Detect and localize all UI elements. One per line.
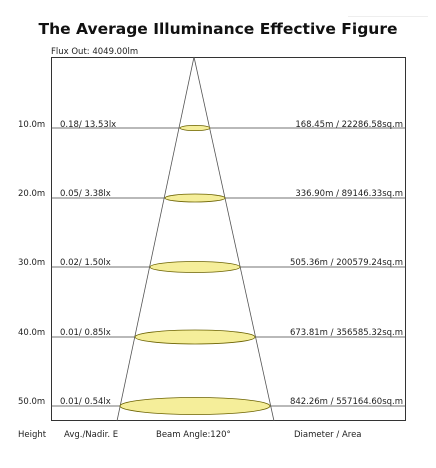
row-illuminance-20m: 0.05/ 3.38lx (60, 189, 111, 199)
row-illuminance-30m: 0.02/ 1.50lx (60, 258, 111, 268)
spot-50m (119, 397, 271, 415)
plot-frame (51, 57, 406, 421)
spot-20m (164, 193, 226, 203)
row-height-20m: 20.0m (18, 189, 46, 199)
flux-out-label: Flux Out: 4049.00lm (51, 47, 139, 57)
row-illuminance-40m: 0.01/ 0.85lx (60, 328, 111, 338)
row-illuminance-50m: 0.01/ 0.54lx (60, 397, 111, 407)
row-height-30m: 30.0m (18, 258, 46, 268)
footer-beam-angle: Beam Angle:120° (156, 430, 231, 440)
footer-height-label: Height (18, 430, 47, 440)
row-height-10m: 10.0m (18, 120, 46, 130)
row-height-50m: 50.0m (18, 397, 46, 407)
spot-10m (179, 125, 211, 132)
row-height-40m: 40.0m (18, 328, 46, 338)
faint-rule (348, 16, 428, 17)
row-diameter-area-40m: 673.81m / 356585.32sq.m (289, 328, 403, 338)
spot-40m (134, 329, 256, 345)
row-diameter-area-30m: 505.36m / 200579.24sq.m (289, 258, 403, 268)
beam-right-edge (193, 56, 275, 422)
row-diameter-area-50m: 842.26m / 557164.60sq.m (289, 397, 403, 407)
row-diameter-area-10m: 168.45m / 22286.58sq.m (295, 120, 403, 130)
footer-illuminance-label: Avg./Nadir. E (64, 430, 119, 440)
beam-left-edge (116, 56, 195, 422)
footer-diameter-label: Diameter / Area (294, 430, 362, 440)
row-diameter-area-20m: 336.90m / 89146.33sq.m (295, 189, 403, 199)
figure-title: The Average Illuminance Effective Figure (38, 20, 398, 38)
row-illuminance-10m: 0.18/ 13.53lx (60, 120, 117, 130)
spot-30m (149, 261, 241, 273)
